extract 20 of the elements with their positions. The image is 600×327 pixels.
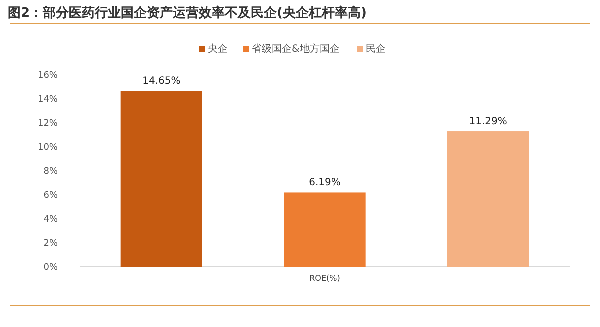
legend-label: 省级国企&地方国企 [252,43,340,55]
y-tick-label: 12% [38,119,58,130]
legend-label: 央企 [208,43,228,55]
y-tick-label: 2% [44,239,58,250]
bar [120,91,202,267]
x-tick-label: ROE(%) [310,274,340,283]
data-label: 6.19% [309,178,341,189]
y-tick-label: 4% [44,215,58,226]
legend-label: 民企 [366,43,386,55]
y-tick-label: 8% [44,167,58,178]
bar [284,192,366,267]
chart-title: 图2：部分医药行业国企资产运营效率不及民企(央企杠杆率高) [8,5,367,21]
y-tick-label: 14% [38,95,58,106]
y-tick-label: 16% [38,71,58,82]
y-tick-label: 10% [38,143,58,154]
data-label: 14.65% [142,76,181,88]
data-label: 11.29% [469,116,508,128]
y-tick-label: 0% [44,263,58,274]
y-tick-label: 6% [44,191,58,202]
bar [448,132,530,267]
